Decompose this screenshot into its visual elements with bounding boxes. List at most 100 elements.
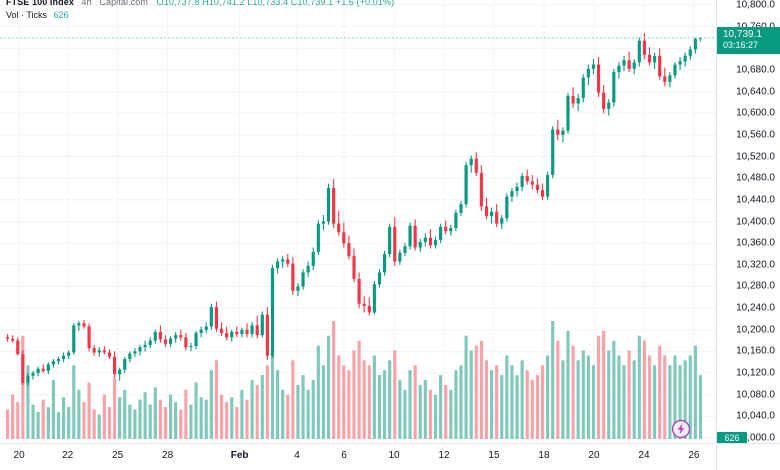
lightning-bolt-circle-icon[interactable] (671, 419, 691, 439)
candle-body (342, 232, 346, 244)
candle-body (398, 252, 402, 262)
volume-bar (484, 360, 489, 439)
candle-body (87, 326, 91, 349)
price-tick-label: 10,400.0 (736, 216, 775, 227)
candle-body (382, 253, 387, 273)
volume-bar (627, 350, 631, 439)
time-tick-label: 20 (588, 450, 600, 461)
volume-bar (469, 350, 473, 439)
candle-body (11, 338, 15, 341)
time-tick-label: 26 (688, 450, 700, 461)
current-price-value: 10,739.1 (723, 28, 762, 40)
candle-body (423, 237, 427, 243)
candle-body (505, 196, 509, 219)
time-tick-label: 4 (294, 450, 300, 461)
time-tick-label: 25 (112, 450, 124, 461)
chart-plot-area[interactable] (0, 0, 716, 443)
volume-bar (393, 350, 397, 439)
price-tick-label: 10,480.0 (736, 172, 775, 184)
volume-bar (158, 399, 162, 439)
candle-body (612, 72, 616, 103)
volume-bar (123, 389, 127, 439)
candle-body (367, 305, 371, 313)
volume-bar (489, 370, 494, 439)
candle-body (270, 268, 275, 356)
volume-bar (515, 375, 519, 439)
candle-body (413, 225, 417, 248)
candle-body (260, 314, 264, 336)
volume-bar (194, 382, 198, 439)
candle-body (474, 158, 478, 173)
time-axis[interactable]: 20 22 25 28 Feb 4 6 10 12 15 18 20 24 26 (0, 443, 780, 470)
candle-body (316, 223, 320, 252)
volume-bar (67, 407, 71, 439)
candle-body (551, 129, 555, 175)
price-tick-label: 10,200.0 (736, 324, 775, 336)
price-tick-label: 10,520.0 (736, 151, 775, 163)
volume-bar (107, 407, 112, 439)
volume-bar (668, 365, 672, 439)
volume-bar (464, 335, 468, 439)
volume-bar (36, 411, 40, 439)
candle-body (362, 303, 366, 306)
candle-body (433, 239, 438, 246)
candle-body (286, 259, 290, 264)
price-tick-label: 10,600.0 (736, 107, 775, 119)
volume-bar (413, 365, 417, 439)
candle-body (495, 211, 499, 224)
time-tick-label: 22 (62, 450, 74, 461)
volume-bar (316, 345, 320, 439)
volume-bar (367, 365, 371, 439)
candle-body (464, 165, 468, 205)
volume-bar (281, 389, 285, 439)
candle-body (408, 225, 412, 247)
candle-body (102, 350, 106, 353)
volume-bar (433, 394, 438, 439)
volume-bar (418, 384, 422, 439)
volume-bar (255, 384, 259, 439)
volume-bar (204, 399, 208, 439)
candle-body (77, 323, 81, 326)
candle-body (92, 348, 96, 353)
volume-bar (444, 384, 448, 439)
volume-bar (148, 404, 152, 439)
price-axis[interactable]: 10,800.0 10,760.0 10,680.0 10,640.0 10,600.0… (716, 0, 780, 444)
volume-bar (556, 340, 560, 439)
volume-bar (26, 365, 30, 439)
candle-body (326, 187, 331, 222)
volume-bar (561, 360, 565, 439)
candle-body (275, 261, 280, 269)
candle-body (617, 65, 621, 73)
candle-body (693, 39, 697, 50)
volume-bar (5, 409, 10, 439)
candle-body (214, 307, 219, 329)
time-tick-label: 10 (388, 450, 400, 461)
volume-bar (520, 360, 524, 439)
price-tick-label: 10,080.0 (736, 389, 775, 401)
volume-bar (658, 345, 662, 439)
candle-body (454, 212, 458, 228)
candle-body (296, 286, 300, 291)
price-tick-label: 10,280.0 (736, 280, 775, 292)
volume-bar (352, 350, 356, 439)
volume-bar (184, 389, 188, 439)
candle-body (31, 373, 35, 376)
candle-body (683, 55, 687, 62)
volume-bar (118, 397, 122, 439)
candle-body (158, 331, 162, 340)
candle-body (663, 76, 667, 82)
volume-bar (296, 384, 300, 439)
volume-bar (82, 402, 86, 439)
candle-body (62, 355, 66, 359)
candle-body (16, 340, 20, 355)
candle-body (301, 272, 305, 287)
candle-body (352, 256, 356, 279)
candle-body (148, 340, 152, 345)
volume-bar (535, 375, 539, 439)
time-tick-label: 6 (341, 450, 347, 461)
candle-body (179, 335, 183, 338)
volume-bar (683, 360, 687, 439)
time-tick-label: 24 (638, 450, 650, 461)
volume-bar (581, 350, 585, 439)
volume-bar (571, 345, 575, 439)
